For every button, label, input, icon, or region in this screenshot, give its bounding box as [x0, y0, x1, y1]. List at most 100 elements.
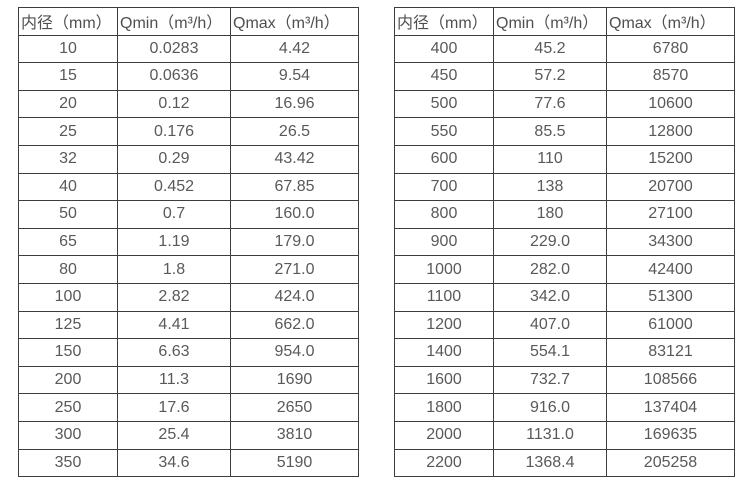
table-cell: 229.0 [493, 227, 607, 257]
table-row: 1400 554.1 83121 [394, 338, 735, 367]
table-cell: 179.0 [230, 227, 359, 257]
header-row: 内径（mm） Qmin（m³/h） Qmax（m³/h） [18, 7, 359, 36]
table-row: 900 229.0 34300 [394, 227, 735, 257]
table-row: 20 0.12 16.96 [18, 89, 359, 119]
table-row: 1000 282.0 42400 [394, 255, 735, 284]
table-cell: 10600 [606, 89, 735, 119]
table-cell: 77.6 [493, 89, 607, 119]
table-cell: 1200 [394, 310, 494, 340]
table-cell: 42400 [606, 255, 735, 284]
table-cell: 2200 [394, 448, 494, 478]
table-cell: 150 [18, 338, 118, 367]
table-cell: 8570 [606, 62, 735, 91]
table-cell: 1800 [394, 393, 494, 422]
table-cell: 2650 [230, 393, 359, 422]
table-row: 32 0.29 43.42 [18, 144, 359, 174]
table-cell: 2000 [394, 420, 494, 450]
table-cell: 25 [18, 117, 118, 146]
table-row: 15 0.0636 9.54 [18, 62, 359, 91]
table-cell: 6.63 [117, 338, 231, 367]
table-row: 550 85.5 12800 [394, 117, 735, 146]
table-row: 1200 407.0 61000 [394, 310, 735, 340]
table-cell: 1400 [394, 338, 494, 367]
table-body-right: 400 45.2 6780 450 57.2 8570 500 77.6 10600 550 85.… [394, 34, 735, 478]
table-cell: 550 [394, 117, 494, 146]
table-cell: 43.42 [230, 144, 359, 174]
table-cell: 83121 [606, 338, 735, 367]
table-row: 250 17.6 2650 [18, 393, 359, 422]
table-cell: 40 [18, 172, 118, 202]
table-cell: 4.42 [230, 34, 359, 64]
table-cell: 125 [18, 310, 118, 340]
table-cell: 85.5 [493, 117, 607, 146]
table-row: 300 25.4 3810 [18, 420, 359, 450]
table-cell: 20 [18, 89, 118, 119]
table-cell: 662.0 [230, 310, 359, 340]
table-row: 25 0.176 26.5 [18, 117, 359, 146]
table-cell: 300 [18, 420, 118, 450]
table-row: 700 138 20700 [394, 172, 735, 202]
column-header-diameter: 内径（mm） [394, 7, 494, 36]
table-cell: 3810 [230, 420, 359, 450]
table-cell: 554.1 [493, 338, 607, 367]
table-row: 350 34.6 5190 [18, 448, 359, 478]
table-row: 1100 342.0 51300 [394, 282, 735, 312]
table-cell: 26.5 [230, 117, 359, 146]
table-row: 1800 916.0 137404 [394, 393, 735, 422]
table-cell: 27100 [606, 200, 735, 229]
table-cell: 450 [394, 62, 494, 91]
table-row: 150 6.63 954.0 [18, 338, 359, 367]
table-row: 1600 732.7 108566 [394, 365, 735, 395]
table-cell: 180 [493, 200, 607, 229]
spec-table-left: 内径（mm） Qmin（m³/h） Qmax（m³/h） 10 0.0283 4.4… [18, 7, 359, 478]
table-cell: 732.7 [493, 365, 607, 395]
table-cell: 45.2 [493, 34, 607, 64]
table-cell: 400 [394, 34, 494, 64]
column-header-diameter: 内径（mm） [18, 7, 118, 36]
table-cell: 57.2 [493, 62, 607, 91]
table-cell: 1131.0 [493, 420, 607, 450]
table-row: 2000 1131.0 169635 [394, 420, 735, 450]
table-cell: 900 [394, 227, 494, 257]
table-cell: 1100 [394, 282, 494, 312]
table-cell: 0.7 [117, 200, 231, 229]
table-row: 800 180 27100 [394, 200, 735, 229]
table-cell: 15 [18, 62, 118, 91]
table-cell: 80 [18, 255, 118, 284]
table-row: 500 77.6 10600 [394, 89, 735, 119]
table-cell: 160.0 [230, 200, 359, 229]
table-cell: 0.12 [117, 89, 231, 119]
table-cell: 350 [18, 448, 118, 478]
table-row: 450 57.2 8570 [394, 62, 735, 91]
table-row: 65 1.19 179.0 [18, 227, 359, 257]
table-cell: 9.54 [230, 62, 359, 91]
table-cell: 1.19 [117, 227, 231, 257]
table-cell: 0.452 [117, 172, 231, 202]
table-cell: 11.3 [117, 365, 231, 395]
table-cell: 250 [18, 393, 118, 422]
table-cell: 138 [493, 172, 607, 202]
table-cell: 16.96 [230, 89, 359, 119]
table-cell: 137404 [606, 393, 735, 422]
table-row: 10 0.0283 4.42 [18, 34, 359, 64]
table-cell: 169635 [606, 420, 735, 450]
table-cell: 110 [493, 144, 607, 174]
table-body-left: 10 0.0283 4.42 15 0.0636 9.54 20 0.12 16.96 25 0.1… [18, 34, 359, 478]
table-row: 125 4.41 662.0 [18, 310, 359, 340]
table-cell: 5190 [230, 448, 359, 478]
table-cell: 15200 [606, 144, 735, 174]
table-row: 100 2.82 424.0 [18, 282, 359, 312]
table-cell: 20700 [606, 172, 735, 202]
table-cell: 100 [18, 282, 118, 312]
table-cell: 34.6 [117, 448, 231, 478]
table-cell: 700 [394, 172, 494, 202]
table-cell: 4.41 [117, 310, 231, 340]
table-row: 600 110 15200 [394, 144, 735, 174]
table-cell: 600 [394, 144, 494, 174]
table-cell: 34300 [606, 227, 735, 257]
table-row: 80 1.8 271.0 [18, 255, 359, 284]
column-header-qmin: Qmin（m³/h） [117, 7, 231, 36]
table-cell: 1000 [394, 255, 494, 284]
table-row: 40 0.452 67.85 [18, 172, 359, 202]
table-cell: 17.6 [117, 393, 231, 422]
